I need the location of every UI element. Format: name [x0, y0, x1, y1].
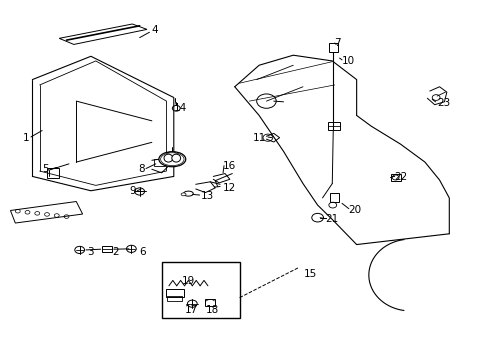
Text: 13: 13: [200, 191, 213, 201]
Bar: [154, 159, 164, 166]
Bar: [329, 193, 338, 202]
Ellipse shape: [181, 193, 185, 196]
Text: 8: 8: [138, 164, 144, 174]
Text: 14: 14: [173, 103, 187, 113]
Text: 6: 6: [140, 247, 146, 257]
Ellipse shape: [183, 191, 193, 196]
Text: 24: 24: [163, 152, 177, 162]
Bar: [161, 262, 239, 318]
Text: 18: 18: [206, 305, 219, 315]
Text: 7: 7: [333, 38, 340, 48]
Text: 12: 12: [222, 183, 235, 193]
Text: 16: 16: [222, 161, 235, 171]
Text: 23: 23: [436, 98, 449, 108]
Text: 11: 11: [253, 133, 266, 143]
Bar: [390, 174, 400, 181]
Polygon shape: [10, 202, 82, 223]
Polygon shape: [59, 24, 147, 44]
Ellipse shape: [159, 152, 185, 167]
Text: 20: 20: [347, 206, 360, 216]
Text: 21: 21: [325, 214, 338, 224]
Text: 22: 22: [394, 172, 407, 182]
Ellipse shape: [163, 154, 172, 162]
Bar: [166, 289, 183, 297]
Text: 1: 1: [22, 133, 29, 143]
Text: 4: 4: [152, 25, 158, 35]
Ellipse shape: [171, 154, 180, 162]
Text: 5: 5: [42, 164, 48, 174]
Bar: [327, 122, 339, 130]
Bar: [102, 246, 112, 252]
Text: 3: 3: [87, 247, 94, 257]
Text: 10: 10: [341, 56, 354, 66]
Text: 15: 15: [304, 269, 317, 279]
Bar: [329, 43, 337, 52]
Bar: [167, 296, 182, 301]
Text: 2: 2: [112, 247, 118, 257]
Ellipse shape: [160, 153, 183, 166]
Text: 19: 19: [182, 276, 195, 286]
Text: 9: 9: [129, 186, 136, 197]
Bar: [205, 299, 215, 306]
Text: 17: 17: [185, 305, 198, 315]
Bar: [47, 168, 59, 178]
